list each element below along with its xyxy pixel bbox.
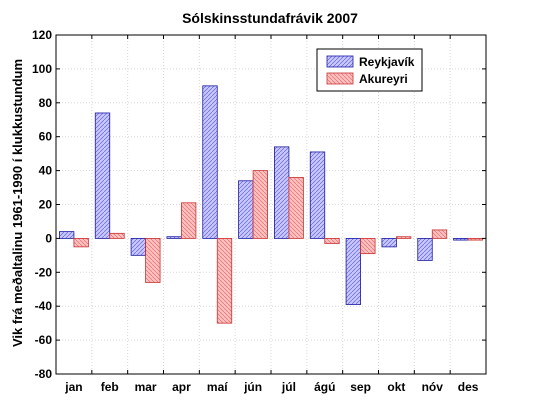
bar-akureyri-10 (396, 236, 412, 239)
legend-label-akureyri: Akureyri (359, 72, 408, 86)
y-tick-label: 40 (39, 164, 53, 178)
legend: Reykjavík Akureyri (316, 48, 423, 92)
bar-reykjavik-4 (166, 236, 182, 239)
y-tick-label: -60 (35, 333, 53, 347)
legend-swatch-reykjavik (326, 55, 354, 68)
bar-reykjavik-12 (453, 237, 469, 241)
chart-title: Sólskinsstundafrávik 2007 (182, 10, 358, 26)
bar-akureyri-6 (252, 170, 268, 239)
bar-reykjavik-6 (238, 180, 254, 239)
axes (55, 34, 487, 375)
gridlines (56, 34, 486, 375)
x-tick-label: júl (281, 380, 296, 394)
bar-akureyri-8 (324, 237, 340, 244)
x-tick-label: nóv (422, 380, 444, 394)
legend-label-reykjavik: Reykjavík (359, 55, 415, 69)
bar-akureyri-2 (109, 232, 125, 239)
bar-reykjavik-1 (59, 231, 75, 239)
bar-akureyri-5 (216, 237, 233, 324)
bar-reykjavik-11 (417, 237, 433, 261)
y-tick-labels: -80 -60 -40 -20 0 20 40 60 80 100 120 (32, 28, 52, 381)
y-tick-label: -20 (35, 265, 53, 279)
x-tick-label: sep (350, 380, 371, 394)
x-tick-label: mar (135, 380, 157, 394)
bar-akureyri-3 (145, 237, 161, 283)
bar-akureyri-9 (360, 237, 376, 255)
bar-akureyri-12 (467, 237, 483, 241)
bar-reykjavik-3 (130, 237, 146, 256)
y-tick-label: 80 (39, 96, 53, 110)
bar-akureyri-7 (288, 176, 304, 239)
y-tick-label: -40 (35, 299, 53, 313)
bar-reykjavik-9 (345, 237, 361, 305)
bar-akureyri-4 (181, 202, 197, 239)
x-tick-label: okt (387, 380, 405, 394)
bar-akureyri-1 (73, 237, 89, 248)
bar-reykjavik-5 (202, 85, 218, 239)
bar-reykjavik-8 (309, 151, 326, 239)
bar-akureyri-11 (431, 229, 448, 239)
y-tick-label: 60 (39, 130, 53, 144)
bars (59, 85, 483, 324)
y-tick-label: 100 (32, 62, 52, 76)
bar-reykjavik-7 (274, 146, 290, 239)
y-tick-label: 20 (39, 198, 53, 212)
y-tick-label: 120 (32, 28, 52, 42)
bar-reykjavik-2 (94, 112, 111, 239)
y-axis-label: Vik frá meðaltalinu 1961-1990 í klukkust… (10, 59, 25, 347)
y-tick-label: 0 (45, 231, 52, 245)
bar-reykjavik-10 (381, 237, 397, 248)
x-tick-label: jan (64, 380, 82, 394)
x-tick-label: apr (172, 380, 191, 394)
x-tick-label: des (458, 380, 479, 394)
x-tick-label: feb (101, 380, 119, 394)
x-tick-label: ágú (314, 380, 335, 394)
x-tick-label: jún (243, 380, 262, 394)
y-tick-label: -80 (35, 367, 53, 381)
x-tick-label: maí (207, 380, 228, 394)
x-tick-labels: jan feb mar apr maí jún júl ágú sep okt nóv des (64, 380, 478, 394)
legend-swatch-akureyri (326, 72, 354, 85)
